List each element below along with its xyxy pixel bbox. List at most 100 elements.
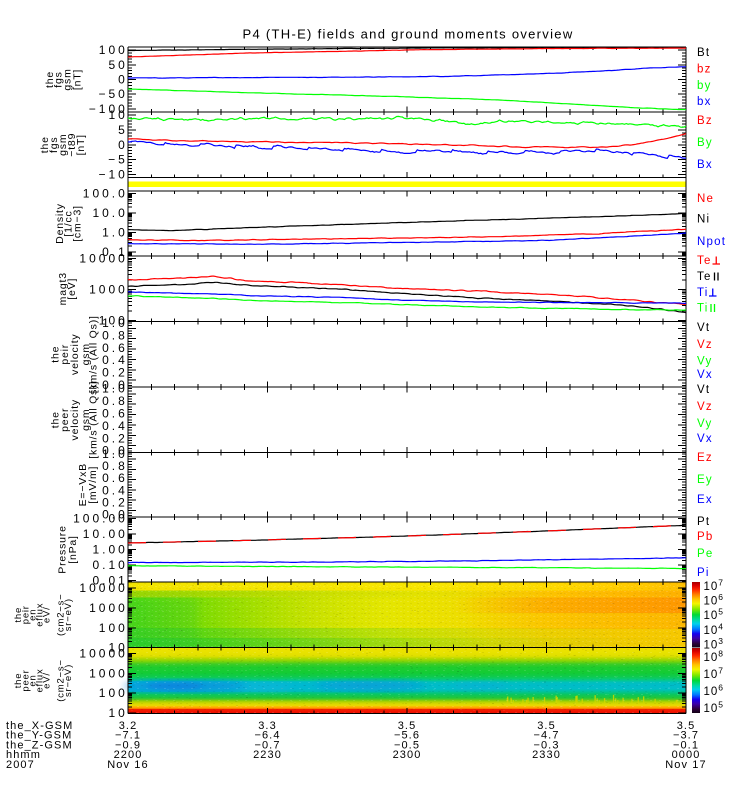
svg-text:fgs: fgs bbox=[48, 137, 60, 153]
svg-text:107: 107 bbox=[704, 578, 725, 594]
svg-text:by: by bbox=[697, 80, 712, 92]
svg-text:bx: bx bbox=[697, 96, 712, 108]
svg-text:peir: peir bbox=[59, 344, 71, 365]
svg-text:Ez: Ez bbox=[697, 452, 713, 464]
svg-text:3.5: 3.5 bbox=[677, 720, 696, 732]
svg-text:sr−eV): sr−eV) bbox=[63, 598, 74, 631]
svg-text:10.0: 10.0 bbox=[92, 206, 127, 220]
svg-text:−4.7: −4.7 bbox=[533, 730, 559, 742]
svg-text:1.0: 1.0 bbox=[102, 316, 128, 330]
svg-text:en: en bbox=[28, 609, 39, 621]
svg-text:hhmm: hhmm bbox=[6, 749, 41, 761]
svg-text:0.2: 0.2 bbox=[102, 366, 128, 380]
svg-text:velocity: velocity bbox=[69, 334, 81, 375]
svg-text:−100: −100 bbox=[89, 102, 128, 116]
svg-text:−7.1: −7.1 bbox=[115, 730, 141, 742]
svg-text:Vy: Vy bbox=[697, 418, 712, 430]
svg-text:5: 5 bbox=[118, 123, 128, 137]
svg-text:10000: 10000 bbox=[79, 581, 127, 595]
svg-text:100.0: 100.0 bbox=[83, 186, 128, 200]
svg-text:100: 100 bbox=[99, 686, 128, 700]
svg-text:10: 10 bbox=[108, 641, 127, 655]
svg-text:0.8: 0.8 bbox=[102, 459, 128, 473]
svg-text:Nov 17: Nov 17 bbox=[665, 759, 706, 771]
svg-text:eflux: eflux bbox=[35, 603, 46, 627]
svg-text:gsm: gsm bbox=[80, 343, 92, 365]
svg-text:Vy: Vy bbox=[697, 356, 712, 368]
svg-text:0.0: 0.0 bbox=[102, 508, 128, 522]
svg-text:0.0: 0.0 bbox=[102, 378, 128, 392]
svg-text:en: en bbox=[28, 674, 39, 686]
svg-text:1.0: 1.0 bbox=[102, 225, 128, 239]
svg-text:Ti: Ti bbox=[697, 287, 709, 299]
svg-text:Npot: Npot bbox=[697, 236, 726, 248]
svg-text:gsm: gsm bbox=[57, 134, 69, 156]
svg-text:−5.6: −5.6 bbox=[394, 730, 420, 742]
svg-text:103: 103 bbox=[704, 636, 725, 652]
svg-text:Nov 16: Nov 16 bbox=[107, 759, 148, 771]
svg-text:1000: 1000 bbox=[89, 282, 128, 296]
svg-text:0.0: 0.0 bbox=[102, 444, 128, 458]
svg-text:Ni: Ni bbox=[697, 213, 710, 225]
svg-text:velocity: velocity bbox=[69, 399, 81, 440]
svg-text:−0.5: −0.5 bbox=[394, 739, 420, 751]
svg-text:−50: −50 bbox=[98, 87, 127, 101]
svg-text:1000: 1000 bbox=[89, 666, 128, 680]
svg-text:0.4: 0.4 bbox=[102, 483, 128, 497]
svg-text:0.8: 0.8 bbox=[102, 394, 128, 408]
svg-text:the: the bbox=[50, 346, 62, 363]
svg-text:−0.1: −0.1 bbox=[673, 739, 699, 751]
svg-text:peir: peir bbox=[21, 605, 32, 624]
svg-text:0: 0 bbox=[118, 138, 128, 152]
svg-text:−0.7: −0.7 bbox=[254, 739, 280, 751]
svg-text:0.4: 0.4 bbox=[102, 353, 128, 367]
svg-text:2200: 2200 bbox=[114, 749, 143, 761]
svg-text:10: 10 bbox=[108, 108, 127, 122]
svg-text:3.2: 3.2 bbox=[119, 720, 138, 732]
svg-text:Ne: Ne bbox=[697, 193, 714, 205]
svg-text:0: 0 bbox=[118, 73, 128, 87]
svg-text:50: 50 bbox=[108, 58, 127, 72]
svg-text:P4 (TH-E) fields and ground mo: P4 (TH-E) fields and ground moments over… bbox=[242, 27, 573, 42]
svg-text:[cm−3]: [cm−3] bbox=[72, 205, 84, 242]
svg-text:−3.7: −3.7 bbox=[673, 730, 699, 742]
svg-text:eV/: eV/ bbox=[42, 672, 53, 689]
svg-text:the: the bbox=[13, 673, 24, 689]
svg-text:[km/s (All Qs)]: [km/s (All Qs)] bbox=[88, 315, 100, 393]
svg-text:Ey: Ey bbox=[697, 474, 713, 486]
svg-text:−t89: −t89 bbox=[66, 133, 78, 157]
svg-text:100: 100 bbox=[99, 621, 128, 635]
svg-text:−0.3: −0.3 bbox=[533, 739, 559, 751]
svg-text:peer: peer bbox=[21, 669, 32, 691]
svg-text:104: 104 bbox=[704, 621, 725, 637]
svg-text:the: the bbox=[13, 607, 24, 623]
svg-text:Ex: Ex bbox=[697, 494, 713, 506]
svg-text:sr−eV): sr−eV) bbox=[63, 664, 74, 697]
svg-text:0.6: 0.6 bbox=[102, 341, 128, 355]
svg-text:the: the bbox=[39, 136, 51, 153]
svg-text:Pi: Pi bbox=[697, 567, 710, 579]
svg-text:100.00: 100.00 bbox=[73, 512, 128, 526]
svg-text:105: 105 bbox=[704, 700, 725, 716]
svg-text:By: By bbox=[697, 137, 713, 149]
svg-text:Pe: Pe bbox=[697, 548, 713, 560]
svg-text:Ti: Ti bbox=[697, 303, 709, 315]
svg-text:the_Y-GSM: the_Y-GSM bbox=[6, 730, 72, 742]
svg-text:−10: −10 bbox=[98, 168, 127, 182]
svg-text:Vx: Vx bbox=[697, 369, 713, 381]
svg-text:[nT]: [nT] bbox=[72, 69, 84, 90]
svg-text:Te: Te bbox=[697, 271, 712, 283]
svg-text:Te: Te bbox=[697, 255, 712, 267]
svg-text:0.01: 0.01 bbox=[92, 574, 127, 588]
svg-text:1.00: 1.00 bbox=[92, 543, 127, 557]
svg-text:Bt: Bt bbox=[697, 47, 710, 59]
svg-text:Bx: Bx bbox=[697, 159, 713, 171]
svg-text:106: 106 bbox=[704, 592, 725, 608]
svg-text:the_X-GSM: the_X-GSM bbox=[6, 720, 73, 732]
svg-text:2300: 2300 bbox=[393, 749, 422, 761]
svg-text:−5: −5 bbox=[108, 153, 128, 167]
svg-text:the: the bbox=[50, 411, 62, 428]
svg-text:the: the bbox=[44, 71, 56, 88]
svg-text:E=−VxB: E=−VxB bbox=[77, 463, 89, 506]
svg-text:the_Z-GSM: the_Z-GSM bbox=[6, 739, 73, 751]
